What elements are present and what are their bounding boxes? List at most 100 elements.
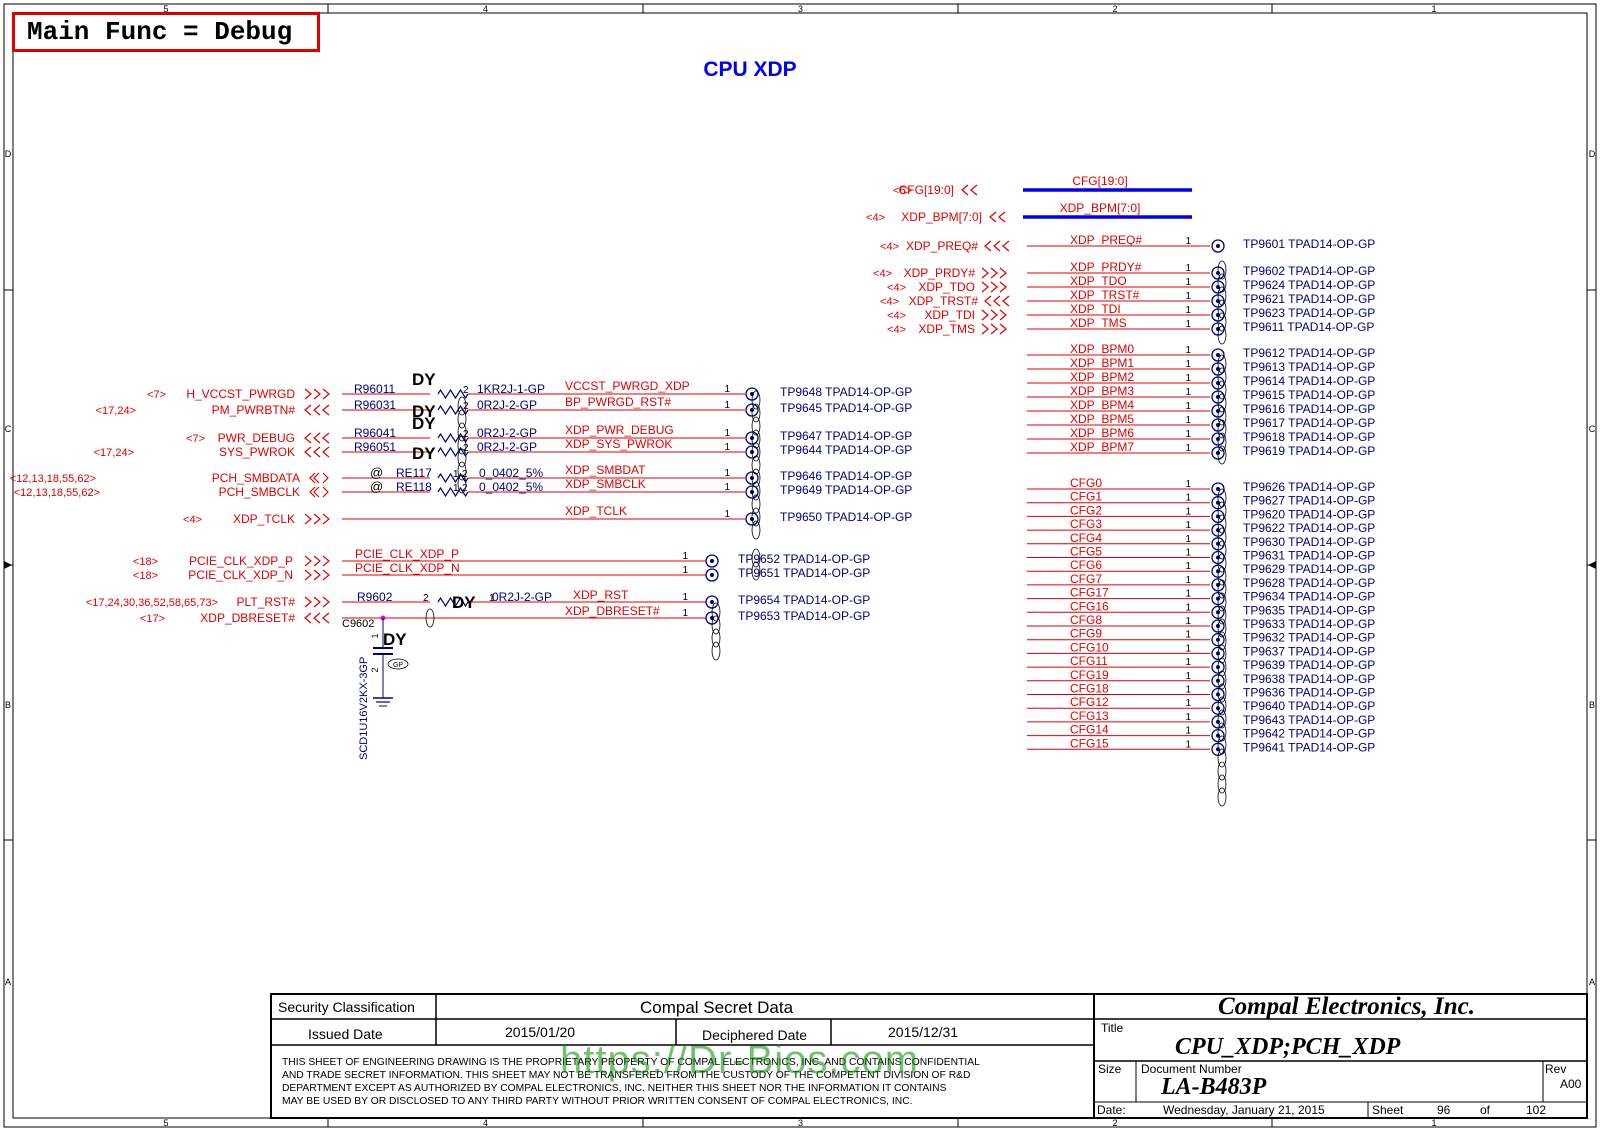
pin-number: 1 (1185, 575, 1191, 586)
pin-number: 1 (1185, 561, 1191, 572)
issued-label: Issued Date (308, 1026, 383, 1042)
port-ref: <4> (880, 296, 899, 308)
test-pad-label: TP9641 TPAD14-OP-GP (1243, 740, 1375, 754)
gp-tag (1217, 605, 1227, 625)
deciphered-value: 2015/12/31 (888, 1024, 959, 1040)
test-pad-label: TP9644 TPAD14-OP-GP (780, 443, 912, 457)
gp-tag (751, 494, 761, 514)
port-arrow-right (304, 555, 330, 567)
net-label: XDP_BPM6 (1070, 426, 1134, 440)
net-label: XDP_BPM0 (1070, 342, 1134, 356)
pin-number: 1 (1185, 263, 1191, 274)
test-pad-label: TP9632 TPAD14-OP-GP (1243, 631, 1375, 645)
test-pad-label: TP9637 TPAD14-OP-GP (1243, 644, 1375, 658)
resistor-value: 0_0402_5% (479, 480, 543, 494)
resistor-pin: 2 (423, 593, 429, 604)
test-pad-label: TP9616 TPAD14-OP-GP (1243, 402, 1375, 416)
pin-number: 1 (1185, 616, 1191, 627)
port-arrow-left (304, 404, 330, 416)
gp-tag (1217, 592, 1227, 612)
total-sheets-value: 102 (1526, 1103, 1547, 1117)
pin-number: 1 (1185, 236, 1191, 247)
gp-tag (751, 416, 761, 436)
dy-marker: DY (452, 593, 476, 612)
resistor-value: 1KR2J-1-GP (477, 382, 545, 396)
gp-tag (1217, 579, 1227, 599)
port-arrow-right (981, 267, 1007, 279)
test-pad (745, 431, 759, 445)
port-arrow-right (304, 388, 330, 400)
gp-tag (711, 641, 721, 661)
cap-pin: 1 (370, 633, 380, 638)
dy-marker: DY (412, 444, 436, 463)
date-label: Date: (1097, 1103, 1126, 1117)
gp-tag (1217, 566, 1227, 586)
gp-tag (1217, 273, 1227, 293)
net-label: XDP_PRDY# (1070, 260, 1142, 274)
net-label: CFG13 (1070, 709, 1109, 723)
document-number-value: LA-B483P (1161, 1074, 1267, 1100)
port-ref: <12,13,18,55,62> (10, 473, 96, 485)
pin-number: 1 (1185, 415, 1191, 426)
pin-number: 1 (1185, 657, 1191, 668)
port-name: XDP_TDI (924, 308, 975, 322)
port-ref: <4> (887, 282, 906, 294)
net-label: CFG9 (1070, 627, 1102, 641)
port-name: PCIE_CLK_XDP_N (188, 568, 293, 582)
port-arrow-right (981, 309, 1007, 321)
resistor-pin: 1 (489, 593, 495, 604)
zone-col-top: 5 (163, 4, 168, 14)
main-func-label: Main Func = Debug (12, 12, 320, 52)
gp-tag (1217, 748, 1227, 768)
gp-tag (1217, 735, 1227, 755)
zone-col-bottom: 3 (798, 1118, 803, 1128)
pin-number: 1 (724, 428, 730, 439)
gp-tag (457, 422, 467, 442)
resistor-pin: 2 (462, 469, 468, 480)
dy-marker: DY (412, 402, 436, 421)
test-pad (745, 471, 759, 485)
resistor-ref: RE117 (396, 466, 432, 480)
test-pad-label: TP9620 TPAD14-OP-GP (1243, 507, 1375, 521)
port-arrow-left (304, 612, 330, 624)
zone-col-top: 3 (798, 4, 803, 14)
test-pad-label: TP9601 TPAD14-OP-GP (1243, 237, 1375, 251)
test-pad-label: TP9618 TPAD14-OP-GP (1243, 430, 1375, 444)
net-label: CFG4 (1070, 531, 1102, 545)
date-value: Wednesday, January 21, 2015 (1163, 1103, 1325, 1117)
net-label: CFG3 (1070, 517, 1102, 531)
resistor-value: 0R2J-2-GP (492, 590, 552, 604)
gp-tag (1217, 325, 1227, 345)
gp-tag (1217, 406, 1227, 426)
test-pad-dot (710, 600, 714, 604)
gp-tag (457, 474, 467, 494)
zone-row-left: C (5, 424, 12, 434)
test-pad-label: TP9647 TPAD14-OP-GP (780, 429, 912, 443)
pin-number: 1 (1185, 739, 1191, 750)
net-label: XDP_TDI (1070, 302, 1121, 316)
cap-part-number: SCD1U16V2KX-3GP (358, 657, 370, 760)
bus-net-label: CFG[19:0] (1072, 174, 1127, 188)
gp-tag-text: GP (393, 662, 403, 669)
test-pad-label: TP9642 TPAD14-OP-GP (1243, 727, 1375, 741)
test-pad-label: TP9645 TPAD14-OP-GP (780, 401, 912, 415)
resistor (437, 432, 469, 444)
pin-number: 1 (1185, 345, 1191, 356)
net-label: XDP_RST (573, 588, 629, 602)
port-arrow-right (304, 569, 330, 581)
port-ref: <4> (880, 241, 899, 253)
gp-tag (751, 429, 761, 449)
net-label: CFG15 (1070, 736, 1109, 750)
gp-tag (1217, 696, 1227, 716)
cap-pin: 2 (370, 667, 380, 672)
test-pad-label: TP9643 TPAD14-OP-GP (1243, 713, 1375, 727)
gp-tag (1217, 299, 1227, 319)
port-ref: <4> (873, 268, 892, 280)
net-label: CFG12 (1070, 695, 1109, 709)
port-name: XDP_PRDY# (904, 266, 976, 280)
resistor-ref: R96041 (354, 426, 396, 440)
title-value: CPU_XDP;PCH_XDP (1175, 1034, 1401, 1060)
gp-tag (457, 448, 467, 468)
pin-number: 1 (1185, 671, 1191, 682)
test-pad-label: TP9622 TPAD14-OP-GP (1243, 521, 1375, 535)
